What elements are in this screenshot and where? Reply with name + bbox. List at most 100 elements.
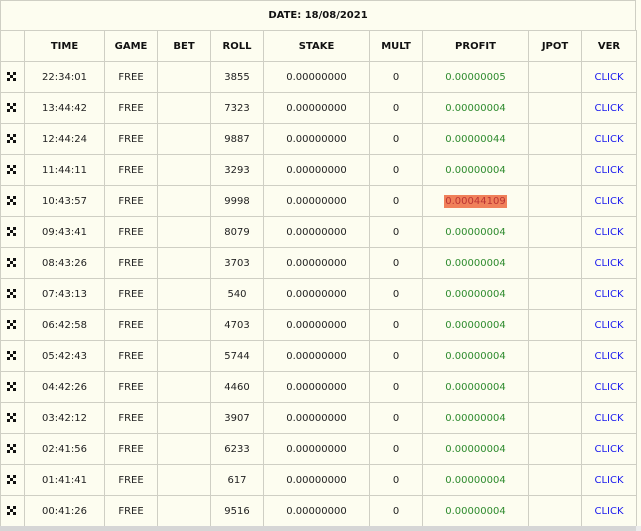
cell-ver-link[interactable]: CLICK xyxy=(581,123,637,155)
cell-ver-link-text[interactable]: CLICK xyxy=(594,71,624,83)
expand-arrows-icon[interactable] xyxy=(7,320,16,329)
row-icon-cell[interactable] xyxy=(0,185,25,217)
cell-game: FREE xyxy=(104,495,158,527)
expand-arrows-icon[interactable] xyxy=(7,227,16,236)
cell-stake: 0.00000000 xyxy=(263,216,370,248)
row-icon-cell[interactable] xyxy=(0,340,25,372)
cell-ver-link-text[interactable]: CLICK xyxy=(594,133,624,145)
cell-ver-link-text[interactable]: CLICK xyxy=(594,164,624,176)
cell-mult-text: 0 xyxy=(392,133,400,145)
scrollbar-thumb[interactable] xyxy=(0,526,636,531)
expand-arrows-icon[interactable] xyxy=(7,258,16,267)
cell-ver-link[interactable]: CLICK xyxy=(581,278,637,310)
row-icon-cell[interactable] xyxy=(0,309,25,341)
cell-ver-link-text[interactable]: CLICK xyxy=(594,412,624,424)
cell-mult-text: 0 xyxy=(392,443,400,455)
cell-roll-text: 5744 xyxy=(224,350,250,362)
cell-ver-link-text[interactable]: CLICK xyxy=(594,195,624,207)
cell-ver-link-text[interactable]: CLICK xyxy=(594,350,624,362)
cell-mult-text: 0 xyxy=(392,381,400,393)
row-icon-cell[interactable] xyxy=(0,464,25,496)
cell-profit-text: 0.00000004 xyxy=(445,350,506,362)
cell-jpot xyxy=(528,464,582,496)
cell-game: FREE xyxy=(104,278,158,310)
cell-profit: 0.00000004 xyxy=(422,216,529,248)
cell-game: FREE xyxy=(104,185,158,217)
cell-profit: 0.00000004 xyxy=(422,464,529,496)
cell-ver-link-text[interactable]: CLICK xyxy=(594,102,624,114)
cell-ver-link[interactable]: CLICK xyxy=(581,185,637,217)
cell-roll: 3703 xyxy=(210,247,264,279)
expand-arrows-icon[interactable] xyxy=(7,196,16,205)
cell-bet xyxy=(157,340,211,372)
cell-mult: 0 xyxy=(369,464,423,496)
table-row: 05:42:43 FREE 5744 0.00000000 0 0.00000004 CLI… xyxy=(0,340,637,372)
cell-ver-link[interactable]: CLICK xyxy=(581,371,637,403)
cell-game: FREE xyxy=(104,309,158,341)
cell-ver-link[interactable]: CLICK xyxy=(581,92,637,124)
row-icon-cell[interactable] xyxy=(0,278,25,310)
cell-ver-link[interactable]: CLICK xyxy=(581,495,637,527)
expand-arrows-icon[interactable] xyxy=(7,475,16,484)
row-icon-cell[interactable] xyxy=(0,371,25,403)
cell-profit: 0.00000004 xyxy=(422,154,529,186)
expand-arrows-icon[interactable] xyxy=(7,289,16,298)
cell-bet xyxy=(157,309,211,341)
cell-ver-link[interactable]: CLICK xyxy=(581,247,637,279)
row-icon-cell[interactable] xyxy=(0,433,25,465)
cell-ver-link[interactable]: CLICK xyxy=(581,309,637,341)
expand-arrows-icon[interactable] xyxy=(7,444,16,453)
expand-arrows-icon[interactable] xyxy=(7,103,16,112)
cell-mult: 0 xyxy=(369,61,423,93)
cell-ver-link-text[interactable]: CLICK xyxy=(594,443,624,455)
cell-stake: 0.00000000 xyxy=(263,433,370,465)
row-icon-cell[interactable] xyxy=(0,61,25,93)
cell-game-text: FREE xyxy=(118,443,144,455)
row-icon-cell[interactable] xyxy=(0,402,25,434)
cell-jpot xyxy=(528,154,582,186)
table-row: 13:44:42 FREE 7323 0.00000000 0 0.00000004 CLI… xyxy=(0,92,637,124)
cell-ver-link-text[interactable]: CLICK xyxy=(594,257,624,269)
cell-ver-link[interactable]: CLICK xyxy=(581,464,637,496)
cell-ver-link[interactable]: CLICK xyxy=(581,433,637,465)
expand-arrows-icon[interactable] xyxy=(7,134,16,143)
cell-ver-link-text[interactable]: CLICK xyxy=(594,319,624,331)
row-icon-cell[interactable] xyxy=(0,154,25,186)
expand-arrows-icon[interactable] xyxy=(7,165,16,174)
cell-ver-link-text[interactable]: CLICK xyxy=(594,381,624,393)
cell-time: 22:34:01 xyxy=(24,61,105,93)
cell-ver-link-text[interactable]: CLICK xyxy=(594,474,624,486)
cell-ver-link-text[interactable]: CLICK xyxy=(594,288,624,300)
cell-profit: 0.00000004 xyxy=(422,495,529,527)
cell-game: FREE xyxy=(104,402,158,434)
row-icon-cell[interactable] xyxy=(0,247,25,279)
cell-ver-link[interactable]: CLICK xyxy=(581,216,637,248)
cell-mult-text: 0 xyxy=(392,195,400,207)
expand-arrows-icon[interactable] xyxy=(7,413,16,422)
cell-ver-link[interactable]: CLICK xyxy=(581,340,637,372)
row-icon-cell[interactable] xyxy=(0,123,25,155)
cell-ver-link[interactable]: CLICK xyxy=(581,154,637,186)
cell-game-text: FREE xyxy=(118,102,144,114)
cell-game-text: FREE xyxy=(118,505,144,517)
col-header-jpot: JPOT xyxy=(528,30,582,62)
row-icon-cell[interactable] xyxy=(0,92,25,124)
cell-ver-link[interactable]: CLICK xyxy=(581,61,637,93)
cell-stake: 0.00000000 xyxy=(263,61,370,93)
cell-ver-link[interactable]: CLICK xyxy=(581,402,637,434)
expand-arrows-icon[interactable] xyxy=(7,506,16,515)
cell-game-text: FREE xyxy=(118,319,144,331)
expand-arrows-icon[interactable] xyxy=(7,382,16,391)
row-icon-cell[interactable] xyxy=(0,216,25,248)
cell-stake-text: 0.00000000 xyxy=(286,226,347,238)
cell-jpot xyxy=(528,123,582,155)
expand-arrows-icon[interactable] xyxy=(7,72,16,81)
cell-ver-link-text[interactable]: CLICK xyxy=(594,505,624,517)
cell-time-text: 06:42:58 xyxy=(42,319,87,331)
cell-stake-text: 0.00000000 xyxy=(286,443,347,455)
cell-time-text: 07:43:13 xyxy=(42,288,87,300)
cell-time-text: 11:44:11 xyxy=(42,164,87,176)
cell-ver-link-text[interactable]: CLICK xyxy=(594,226,624,238)
expand-arrows-icon[interactable] xyxy=(7,351,16,360)
row-icon-cell[interactable] xyxy=(0,495,25,527)
